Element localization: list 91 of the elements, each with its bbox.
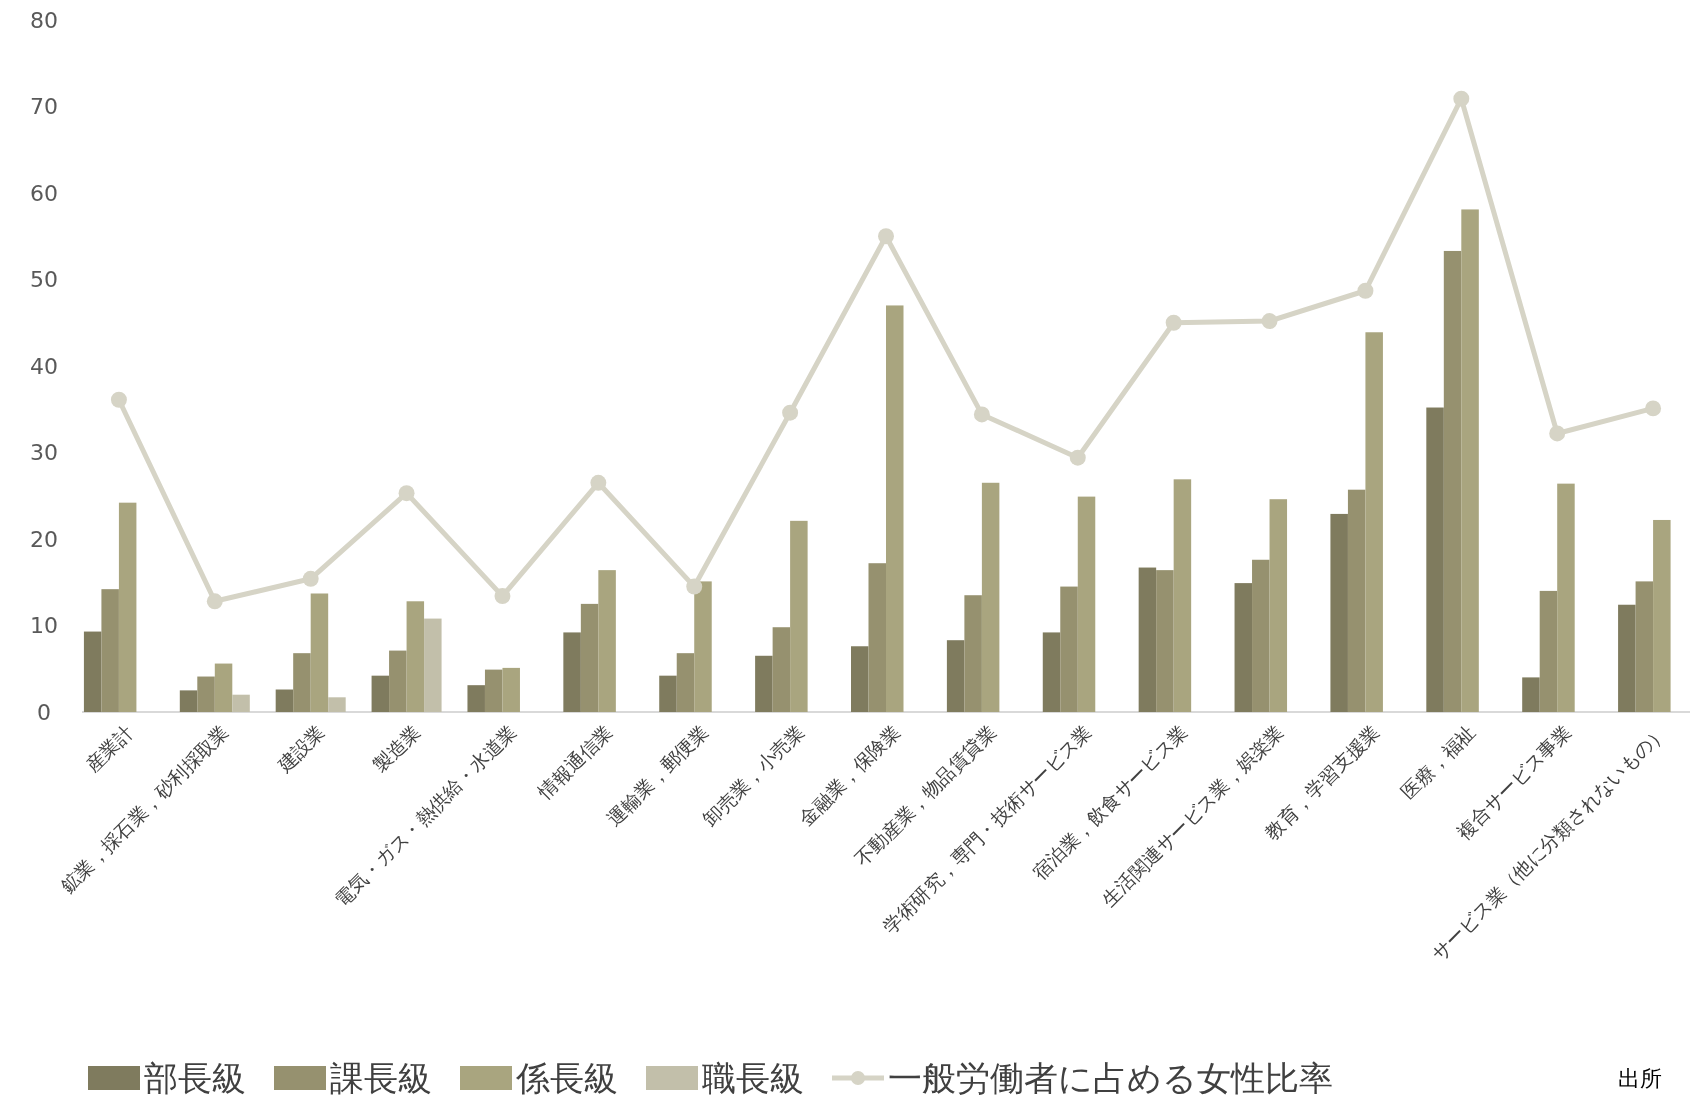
bar [1557, 483, 1575, 712]
point [302, 570, 319, 587]
y-tick-label: 70 [30, 94, 58, 120]
bar [964, 595, 982, 712]
bar [580, 603, 599, 712]
bar [214, 663, 233, 712]
point [973, 406, 990, 423]
bar [676, 653, 695, 712]
point [1069, 449, 1086, 466]
point [878, 228, 894, 245]
bar [1077, 496, 1096, 712]
bar [1330, 513, 1348, 712]
bar [1539, 590, 1558, 712]
bar [1060, 586, 1078, 712]
x-tick-label: 産業計 [81, 720, 137, 777]
y-tick-label: 0 [37, 699, 51, 725]
point [1165, 314, 1182, 331]
y-tick-label: 40 [30, 353, 58, 379]
x-tick-label: 医療，福祉 [1396, 720, 1480, 804]
bar [1138, 567, 1157, 712]
bar [197, 676, 215, 712]
bar [310, 593, 329, 712]
bar [563, 632, 581, 712]
bar [101, 589, 119, 712]
bar [1042, 632, 1061, 712]
bar [1461, 209, 1479, 712]
bar [371, 675, 390, 712]
bar [424, 618, 442, 712]
bar [179, 690, 198, 712]
y-tick-label: 20 [30, 526, 58, 552]
bar [232, 694, 250, 712]
bar [1635, 581, 1654, 712]
bar [1522, 677, 1540, 712]
point [1357, 282, 1374, 299]
point [494, 588, 511, 605]
bar [598, 570, 616, 712]
point [1261, 313, 1278, 329]
bar [1365, 332, 1383, 712]
point [110, 391, 127, 408]
point [1645, 400, 1662, 417]
bar [293, 653, 311, 712]
bar [851, 646, 869, 712]
bar [1173, 479, 1192, 712]
bar [981, 482, 1000, 712]
bar [1234, 583, 1253, 712]
point [398, 485, 415, 502]
point [1549, 425, 1566, 442]
bar [484, 669, 503, 712]
point [686, 578, 703, 595]
bar [772, 627, 791, 712]
bar [118, 502, 137, 712]
y-tick-label: 10 [30, 613, 58, 639]
bar [694, 581, 712, 712]
x-tick-label: 建設業 [272, 720, 329, 777]
bar [755, 655, 773, 712]
legend-label: 部長級 [144, 1058, 246, 1099]
bar [1618, 604, 1636, 712]
bar [1653, 519, 1671, 712]
bar [467, 685, 485, 712]
bar [790, 520, 808, 712]
y-tick-label: 30 [30, 440, 58, 466]
bar [328, 697, 346, 712]
legend-label: 課長級 [330, 1058, 432, 1099]
point [1453, 90, 1470, 107]
point [782, 404, 799, 421]
bar [946, 640, 965, 712]
legend-label: 係長級 [515, 1058, 618, 1099]
bar [406, 601, 425, 712]
point [206, 593, 223, 610]
bar [1347, 489, 1366, 712]
point [590, 474, 607, 491]
text: 出所 [1618, 1065, 1662, 1091]
bar [83, 631, 102, 712]
bar [1252, 559, 1270, 712]
y-tick-label: 80 [30, 7, 58, 33]
bar [1156, 570, 1174, 712]
y-tick-label: 60 [30, 180, 58, 206]
bar [502, 667, 520, 712]
bar [275, 689, 294, 712]
bar [1426, 407, 1444, 712]
legend-label: 職長級 [702, 1058, 804, 1099]
legend-label: 一般労働者に占める女性比率 [888, 1058, 1333, 1099]
x-tick-label: 情報通信業 [532, 720, 617, 804]
bar [1443, 250, 1462, 712]
bar [868, 563, 886, 712]
x-tick-label: 製造業 [368, 720, 425, 777]
bar [886, 305, 904, 712]
bar [659, 675, 677, 712]
bar [389, 650, 407, 712]
y-tick-label: 50 [30, 267, 58, 293]
bar [1269, 499, 1288, 712]
